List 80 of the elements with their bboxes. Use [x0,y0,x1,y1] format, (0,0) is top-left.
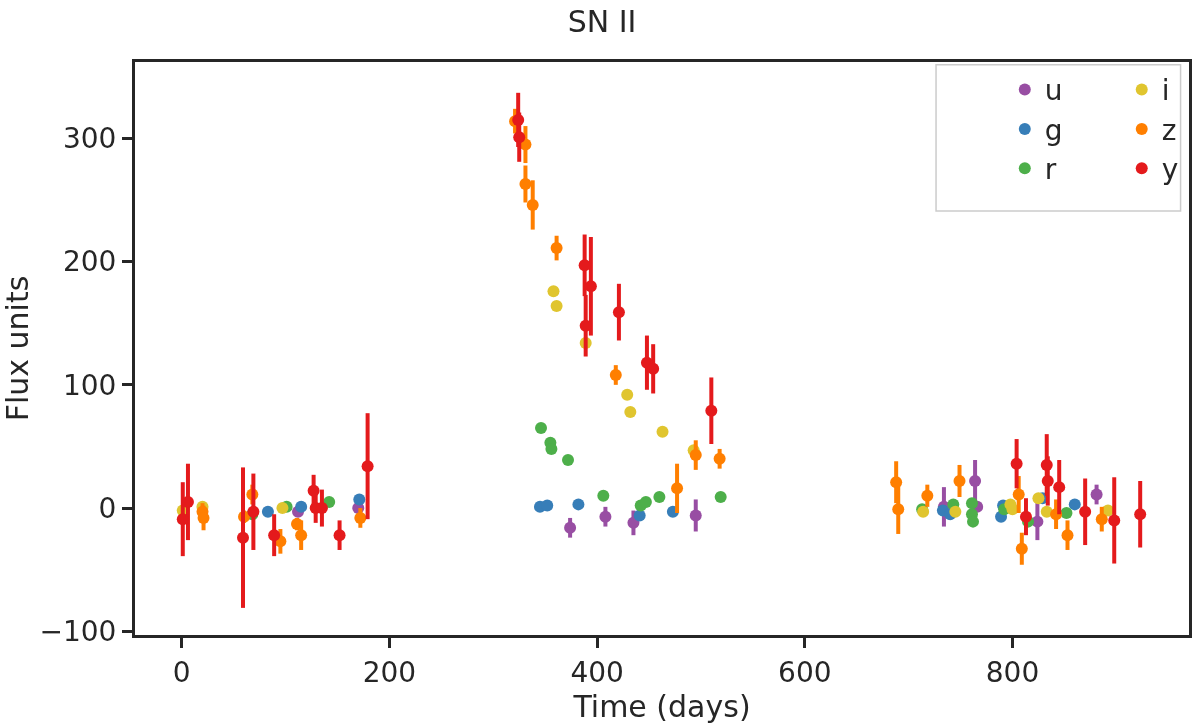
point [513,131,526,144]
point [599,510,612,523]
point [353,493,366,506]
chart-title: SN II [567,3,637,39]
y-tick-label: −100 [39,615,117,649]
point [1012,488,1025,501]
point [1108,514,1121,527]
point [1040,458,1053,471]
point [261,505,274,518]
point [1061,529,1074,542]
point [597,489,610,502]
point [268,529,281,542]
legend-label: g [1044,113,1063,147]
point [1134,508,1147,521]
point [689,509,702,522]
point [671,482,684,495]
legend-label: z [1161,113,1177,147]
point [609,368,622,381]
point [639,495,652,508]
point [564,521,577,534]
point [295,529,308,542]
point [949,505,962,518]
point [621,388,634,401]
point [1090,488,1103,501]
point [526,198,539,211]
point [333,529,346,542]
point [647,362,660,375]
point [572,498,585,511]
point [953,474,966,487]
point [237,531,249,544]
point [713,452,726,465]
y-tick-label: 100 [62,368,117,402]
point [921,489,934,502]
point [705,404,718,417]
point [965,497,978,510]
point [653,490,666,503]
y-tick-label: 300 [62,122,117,156]
point [550,299,563,312]
point [535,421,548,434]
point [550,242,563,255]
y-tick-label: 0 [98,491,117,525]
legend-label: u [1044,74,1063,108]
point [541,499,554,512]
point [1032,492,1045,505]
x-tick-label: 400 [570,655,624,689]
x-tick-label: 600 [778,655,832,689]
point [612,306,625,319]
y-axis-title: Flux units [0,275,35,422]
point [276,502,289,515]
point [969,474,982,487]
x-axis-title: Time (days) [572,688,751,724]
legend-label: r [1044,153,1057,187]
point [1010,457,1023,470]
point [1095,513,1108,526]
legend-label: i [1161,74,1170,108]
point [1015,542,1028,555]
point [1019,510,1032,523]
point [656,425,669,438]
point [714,490,727,503]
point [624,405,637,418]
point [1041,474,1054,487]
y-tick-label: 200 [62,245,117,279]
point [689,449,702,462]
point [307,484,320,497]
point [354,511,367,524]
x-tick-label: 0 [172,655,191,689]
point [562,454,575,467]
x-tick-label: 200 [362,655,417,689]
point [1079,505,1092,518]
legend-label: y [1161,153,1179,187]
point [1060,507,1073,519]
x-tick-label: 800 [985,655,1040,689]
point [295,500,308,513]
point [892,503,905,516]
point [519,177,532,190]
point [547,285,560,298]
point [1068,498,1081,511]
point [361,460,374,473]
point [890,476,903,489]
point [1053,481,1066,494]
